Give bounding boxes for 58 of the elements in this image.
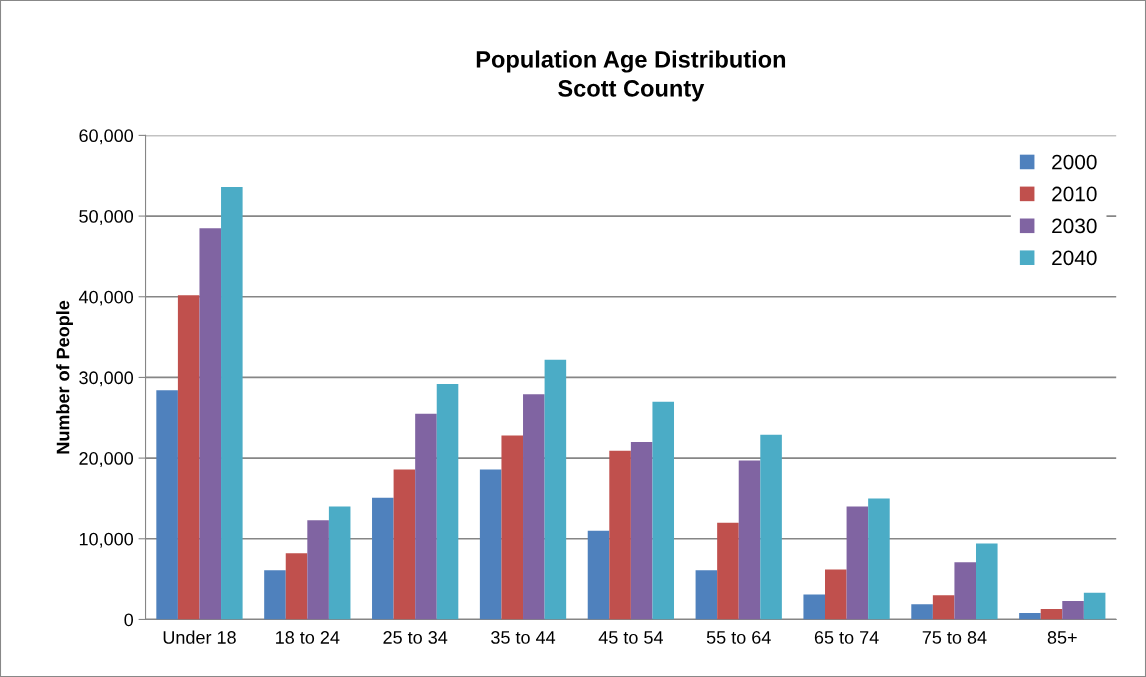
bar (523, 394, 545, 620)
y-axis-title: Number of People (56, 300, 73, 454)
bar (587, 530, 610, 620)
bar (372, 497, 394, 620)
bar (868, 498, 890, 620)
bar (717, 522, 739, 620)
x-tick-label: 18 to 24 (276, 631, 340, 644)
y-tick-label: 20,000 (79, 452, 134, 467)
bar (1083, 592, 1106, 620)
y-tick-label: 10,000 (79, 532, 134, 548)
y-tick-label: 30,000 (79, 371, 134, 387)
bar (954, 562, 976, 620)
x-tick-label: 75 to 84 (922, 631, 987, 644)
chart-title: Population Age Distribution Scott County (476, 50, 786, 102)
bar (1040, 608, 1063, 620)
x-tick-label: Under 18 (163, 630, 236, 644)
x-tick-label: 55 to 64 (706, 631, 771, 644)
bar (803, 594, 826, 620)
bar (393, 469, 416, 620)
bar (652, 401, 675, 620)
y-tick-label: 60,000 (79, 129, 134, 145)
bar (177, 295, 200, 620)
bar (630, 441, 653, 620)
bar (479, 469, 502, 620)
bar (932, 595, 955, 620)
bar (976, 543, 998, 620)
legend-label: 2040 (1052, 250, 1097, 266)
y-tick-label: 40,000 (78, 290, 134, 306)
bar (1062, 600, 1084, 620)
bar (738, 460, 761, 620)
legend-label: 2030 (1052, 218, 1097, 234)
bar (264, 570, 286, 620)
bar (501, 435, 524, 620)
bar (285, 553, 308, 620)
bar (609, 450, 631, 620)
bar (1019, 613, 1041, 620)
bar (415, 413, 437, 620)
bar (825, 569, 847, 620)
bar (544, 359, 567, 620)
bar (199, 228, 222, 620)
y-tick-label: 0 (124, 613, 134, 627)
bar (156, 390, 178, 620)
bar (221, 187, 243, 620)
bar (436, 383, 459, 620)
legend-label: 2000 (1052, 154, 1097, 170)
bar (328, 506, 351, 620)
x-tick-label: 65 to 74 (814, 631, 879, 644)
x-tick-label: 35 to 44 (491, 631, 556, 644)
bar (846, 506, 869, 620)
x-tick-label: 25 to 34 (383, 631, 448, 644)
y-tick-label: 50,000 (79, 210, 134, 225)
bar (307, 520, 329, 620)
x-tick-label: 85+ (1047, 631, 1077, 644)
bar (760, 434, 782, 620)
bar (911, 604, 933, 620)
x-tick-label: 45 to 54 (598, 631, 663, 644)
bar (695, 570, 718, 620)
legend-label: 2010 (1052, 186, 1097, 202)
